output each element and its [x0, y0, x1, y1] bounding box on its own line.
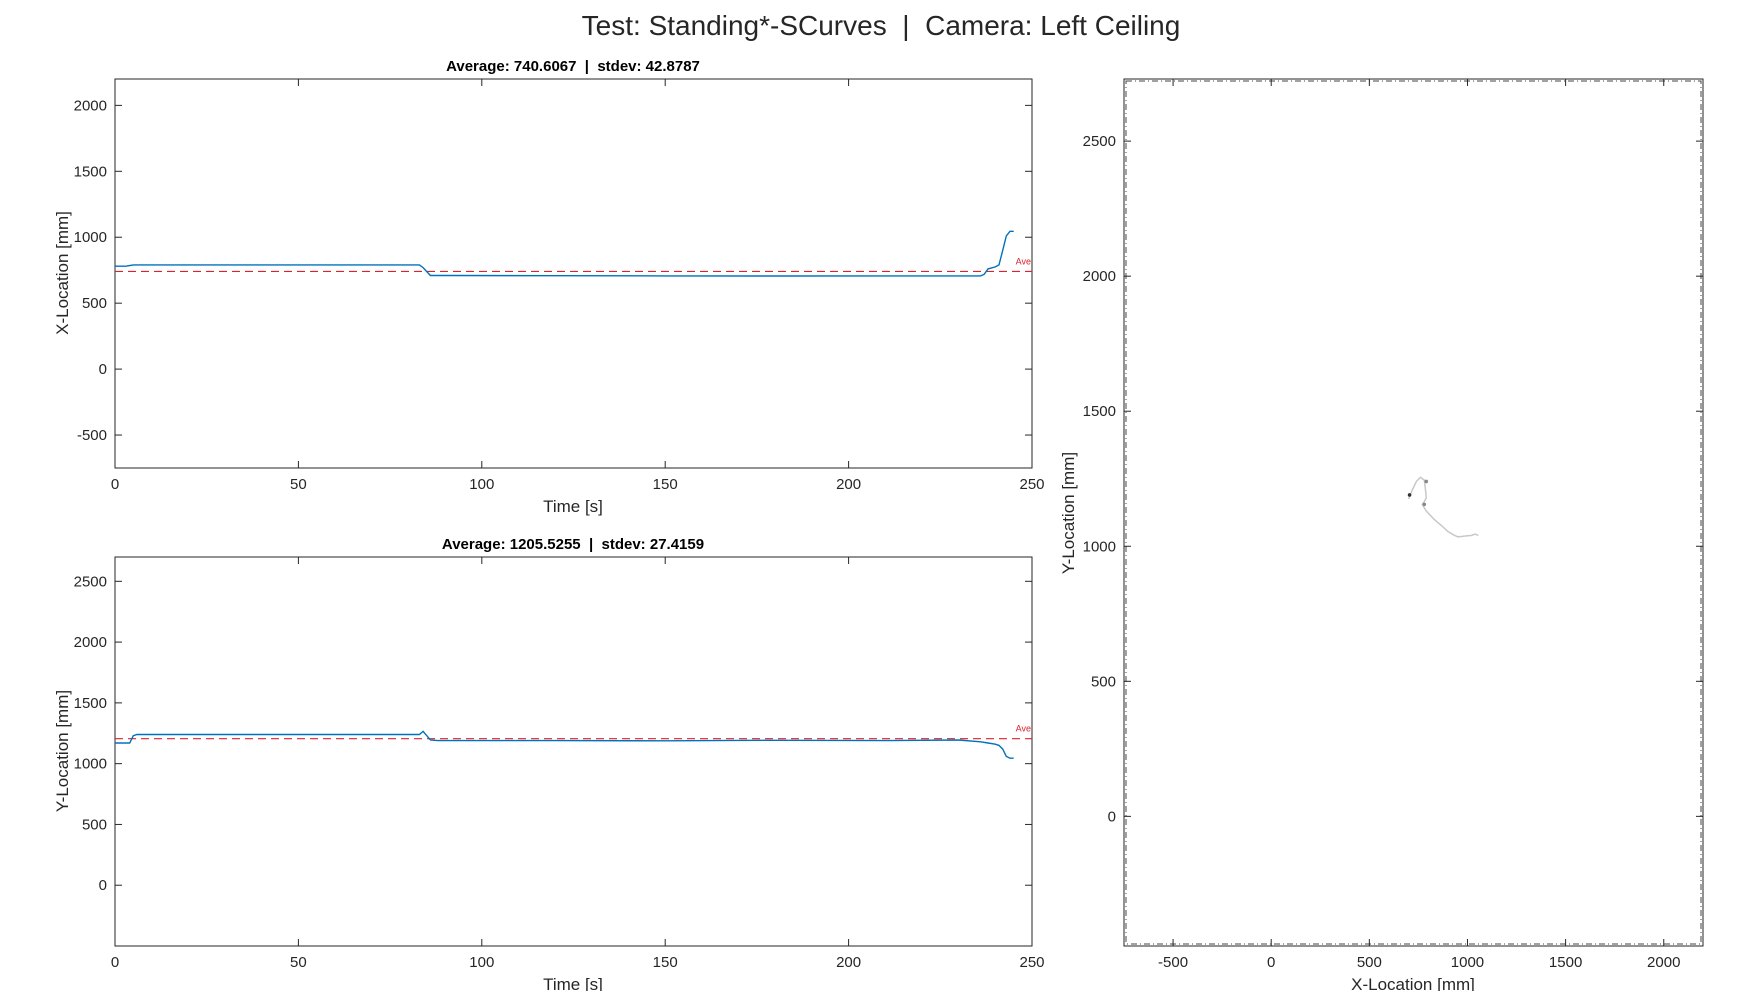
y-chart-title: Average: 1205.5255 | stdev: 27.4159	[442, 536, 704, 553]
trajectory-plot-area	[1123, 78, 1704, 947]
trajectory-chart: -500 0 500 1000 1500 2000 0 500 1000 1500 2000 2500…	[1059, 78, 1704, 991]
y-tick-label: -500	[77, 427, 107, 444]
x-tick-label: 1500	[1549, 954, 1582, 971]
x-tick-label: 1000	[1451, 954, 1484, 971]
x-chart-ticks: 0 50 100 150 200 250 -500 0 500 1000 1500 2000	[74, 79, 1045, 493]
x-tick-label: 250	[1019, 476, 1044, 493]
x-location-time-chart: Average: 740.6067 | stdev: 42.8787 0 50 10…	[53, 58, 1045, 516]
y-tick-label: 2000	[1083, 268, 1116, 285]
y-tick-label: 500	[82, 295, 107, 312]
y-chart-ylabel: Y-Location [mm]	[53, 690, 72, 812]
y-tick-label: 2000	[74, 634, 107, 651]
y-chart-data: Ave	[115, 724, 1032, 759]
trajectory-ticks: -500 0 500 1000 1500 2000 0 500 1000 1500 2000 2500	[1083, 79, 1703, 971]
y-location-time-chart: Average: 1205.5255 | stdev: 27.4159 0 50 1…	[53, 536, 1045, 991]
y-tick-label: 1000	[74, 229, 107, 246]
x-tick-label: 100	[469, 476, 494, 493]
x-tick-label: 0	[111, 954, 119, 971]
y-tick-label: 0	[99, 877, 107, 894]
figure-title: Test: Standing*-SCurves | Camera: Left C…	[582, 10, 1181, 41]
y-tick-label: 2500	[74, 573, 107, 590]
trajectory-dashed-border	[1125, 80, 1702, 945]
x-tick-label: 0	[1267, 954, 1275, 971]
trajectory-xlabel: X-Location [mm]	[1351, 975, 1475, 991]
x-chart-data: Ave	[115, 230, 1032, 277]
y-tick-label: 0	[99, 361, 107, 378]
y-tick-label: 2500	[1083, 133, 1116, 150]
x-tick-label: 200	[836, 954, 861, 971]
y-chart-plot-area	[114, 556, 1033, 947]
y-tick-label: 1500	[1083, 403, 1116, 420]
y-tick-label: 1500	[74, 163, 107, 180]
x-tick-label: 250	[1019, 954, 1044, 971]
y-chart-xlabel: Time [s]	[543, 975, 603, 991]
average-label: Ave	[1016, 724, 1031, 734]
trajectory-ylabel: Y-Location [mm]	[1059, 452, 1078, 574]
x-tick-label: 50	[290, 954, 307, 971]
x-tick-label: 150	[653, 476, 678, 493]
x-chart-title: Average: 740.6067 | stdev: 42.8787	[446, 58, 700, 75]
average-label: Ave	[1016, 256, 1031, 266]
x-tick-label: 200	[836, 476, 861, 493]
x-tick-label: 2000	[1647, 954, 1680, 971]
x-tick-label: 50	[290, 476, 307, 493]
x-chart-plot-area	[114, 78, 1033, 469]
y-tick-label: 2000	[74, 97, 107, 114]
x-tick-label: -500	[1158, 954, 1188, 971]
x-tick-label: 500	[1357, 954, 1382, 971]
y-tick-label: 1500	[74, 695, 107, 712]
trajectory-marker	[1424, 479, 1429, 484]
x-tick-label: 0	[111, 476, 119, 493]
y-tick-label: 0	[1108, 808, 1116, 825]
series-line	[115, 730, 1014, 759]
series-line	[115, 230, 1014, 277]
x-chart-xlabel: Time [s]	[543, 497, 603, 516]
y-tick-label: 1000	[74, 756, 107, 773]
y-tick-label: 500	[82, 816, 107, 833]
trajectory-marker	[1407, 493, 1412, 497]
x-tick-label: 150	[653, 954, 678, 971]
trajectory-marker	[1422, 502, 1427, 507]
y-tick-label: 1000	[1083, 538, 1116, 555]
y-tick-label: 500	[1091, 673, 1116, 690]
x-tick-label: 100	[469, 954, 494, 971]
x-chart-ylabel: X-Location [mm]	[53, 211, 72, 335]
trajectory-data	[1407, 476, 1479, 538]
trajectory-path	[1407, 476, 1479, 538]
